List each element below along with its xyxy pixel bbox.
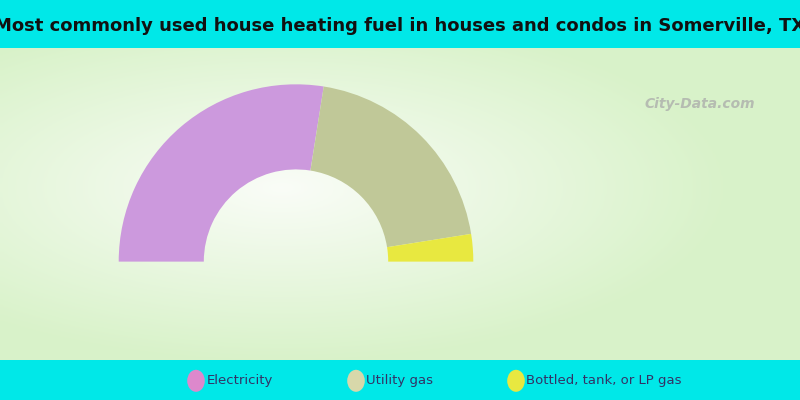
Text: Utility gas: Utility gas [366,374,434,387]
Ellipse shape [507,370,525,392]
Wedge shape [310,86,471,247]
Text: City-Data.com: City-Data.com [645,97,755,111]
Text: Electricity: Electricity [206,374,273,387]
Text: Most commonly used house heating fuel in houses and condos in Somerville, TX: Most commonly used house heating fuel in… [0,17,800,35]
Wedge shape [387,234,474,262]
Wedge shape [118,84,324,262]
Ellipse shape [347,370,365,392]
Ellipse shape [187,370,205,392]
Text: Bottled, tank, or LP gas: Bottled, tank, or LP gas [526,374,682,387]
